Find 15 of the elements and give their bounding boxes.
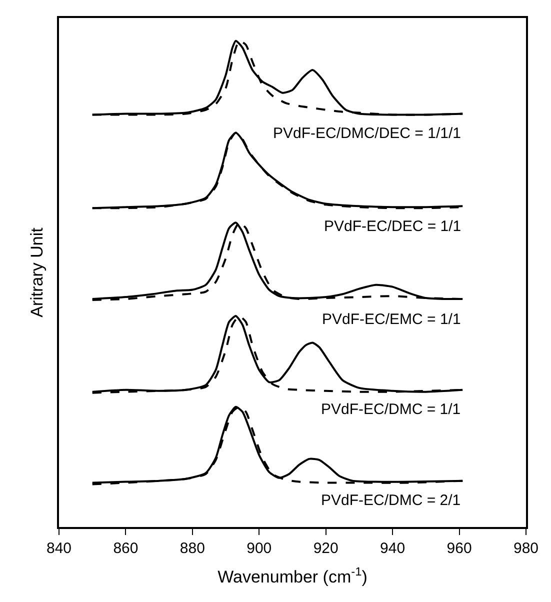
x-tick-label: 980 bbox=[513, 540, 539, 557]
x-tick-label: 900 bbox=[246, 540, 272, 557]
series-label: PVdF-EC/DMC/DEC = 1/1/1 bbox=[273, 125, 461, 142]
x-tick-label: 860 bbox=[113, 540, 138, 557]
series-label: PVdF-EC/DMC = 2/1 bbox=[321, 492, 461, 509]
x-axis-title: Wavenumber (cm$^{-1}$) bbox=[218, 564, 368, 587]
series-label: PVdF-EC/EMC = 1/1 bbox=[322, 311, 461, 328]
y-axis-title: Aritrary Unit bbox=[27, 227, 46, 318]
x-tick-label: 920 bbox=[313, 540, 338, 557]
x-tick-label: 960 bbox=[446, 540, 472, 557]
x-tick-label: 840 bbox=[46, 540, 72, 557]
series-label: PVdF-EC/DMC = 1/1 bbox=[321, 401, 461, 418]
series-label: PVdF-EC/DEC = 1/1 bbox=[324, 218, 462, 235]
x-tick-label: 880 bbox=[180, 540, 205, 557]
x-tick-label: 940 bbox=[380, 540, 406, 557]
